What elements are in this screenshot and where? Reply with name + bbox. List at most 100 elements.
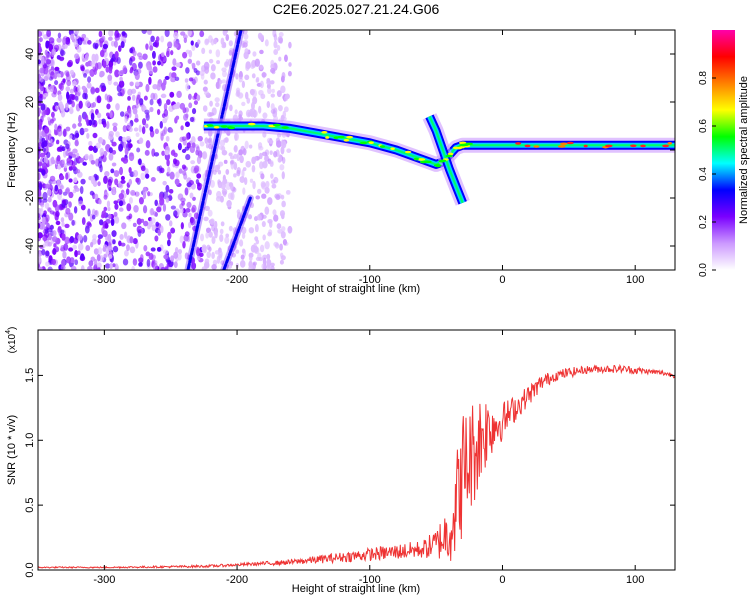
noise-speck [73, 40, 79, 48]
noise-speck [71, 266, 77, 270]
noise-speck [254, 58, 261, 67]
noise-speck [251, 101, 255, 111]
noise-speck [143, 245, 148, 252]
noise-speck [182, 170, 187, 176]
noise-speck [281, 171, 285, 180]
noise-speck [120, 242, 126, 247]
noise-speck [267, 231, 272, 237]
noise-speck [155, 36, 160, 42]
noise-speck [50, 71, 55, 80]
trace-hotspot [213, 125, 220, 129]
noise-speck [258, 105, 262, 114]
noise-speck [102, 150, 108, 157]
noise-speck [153, 210, 157, 217]
y-tick-label: 1.0 [24, 433, 36, 448]
trace-hotspot [533, 145, 540, 148]
noise-speck [105, 121, 110, 130]
noise-speck [99, 70, 105, 77]
noise-speck [45, 59, 52, 65]
noise-speck [132, 50, 137, 57]
noise-speck [57, 188, 63, 195]
noise-speck [180, 222, 184, 230]
noise-speck [214, 97, 220, 103]
noise-speck [281, 226, 286, 232]
noise-speck [38, 222, 41, 229]
noise-speck [90, 176, 96, 185]
noise-speck [72, 237, 79, 244]
noise-speck [118, 200, 124, 207]
noise-speck [107, 206, 111, 212]
noise-speck [224, 137, 229, 143]
noise-speck [254, 224, 259, 233]
noise-speck [85, 61, 90, 67]
noise-speck [159, 120, 163, 129]
noise-speck [45, 214, 50, 222]
noise-speck [122, 141, 127, 149]
noise-speck [62, 78, 66, 83]
noise-speck [270, 93, 276, 98]
noise-speck [42, 66, 49, 75]
noise-speck [203, 216, 209, 222]
noise-speck [172, 158, 177, 165]
noise-speck [163, 78, 167, 86]
noise-speck [42, 198, 48, 203]
noise-speck [255, 78, 259, 83]
noise-speck [47, 266, 53, 270]
trace-hotspot [413, 157, 419, 161]
noise-speck [248, 260, 253, 268]
noise-speck [42, 236, 48, 242]
noise-speck [136, 94, 141, 100]
noise-speck [108, 147, 113, 154]
noise-speck [120, 175, 125, 181]
noise-speck [59, 50, 66, 56]
noise-speck [97, 181, 101, 187]
noise-speck [56, 146, 62, 152]
noise-speck [74, 53, 80, 60]
noise-speck [84, 114, 89, 123]
noise-speck [207, 138, 212, 144]
noise-speck [221, 145, 226, 152]
noise-speck [135, 132, 140, 138]
noise-speck [152, 60, 156, 66]
noise-speck [148, 68, 154, 75]
noise-speck [46, 151, 51, 158]
noise-speck [164, 30, 170, 38]
snr-xlabel: Height of straight line (km) [292, 583, 420, 595]
noise-speck [178, 168, 183, 174]
noise-speck [212, 169, 217, 175]
noise-speck [74, 259, 79, 266]
noise-speck [71, 219, 75, 226]
trace-hotspot [583, 144, 588, 148]
noise-speck [276, 90, 282, 98]
noise-speck [38, 199, 41, 206]
noise-speck [112, 245, 119, 253]
noise-speck [181, 164, 187, 170]
noise-speck [216, 190, 222, 199]
noise-speck [152, 262, 158, 270]
noise-speck [146, 258, 151, 268]
noise-speck [104, 263, 111, 269]
trace-hotspot [282, 126, 289, 129]
noise-speck [197, 135, 203, 142]
noise-speck [76, 90, 82, 96]
noise-speck [172, 58, 177, 66]
noise-speck [40, 103, 46, 111]
noise-speck [112, 125, 118, 132]
noise-speck [107, 213, 112, 220]
noise-speck [228, 50, 232, 56]
noise-speck [188, 50, 193, 58]
noise-speck [200, 233, 205, 242]
noise-speck [279, 259, 284, 265]
noise-speck [254, 236, 259, 242]
noise-speck [39, 152, 46, 158]
noise-speck [126, 122, 132, 130]
noise-speck [288, 62, 292, 67]
noise-speck [231, 252, 237, 258]
noise-speck [106, 181, 112, 190]
noise-speck [57, 226, 62, 231]
noise-speck [38, 151, 41, 160]
noise-speck [182, 34, 188, 40]
noise-speck [100, 36, 105, 42]
noise-speck [113, 211, 118, 218]
noise-speck [216, 255, 221, 264]
